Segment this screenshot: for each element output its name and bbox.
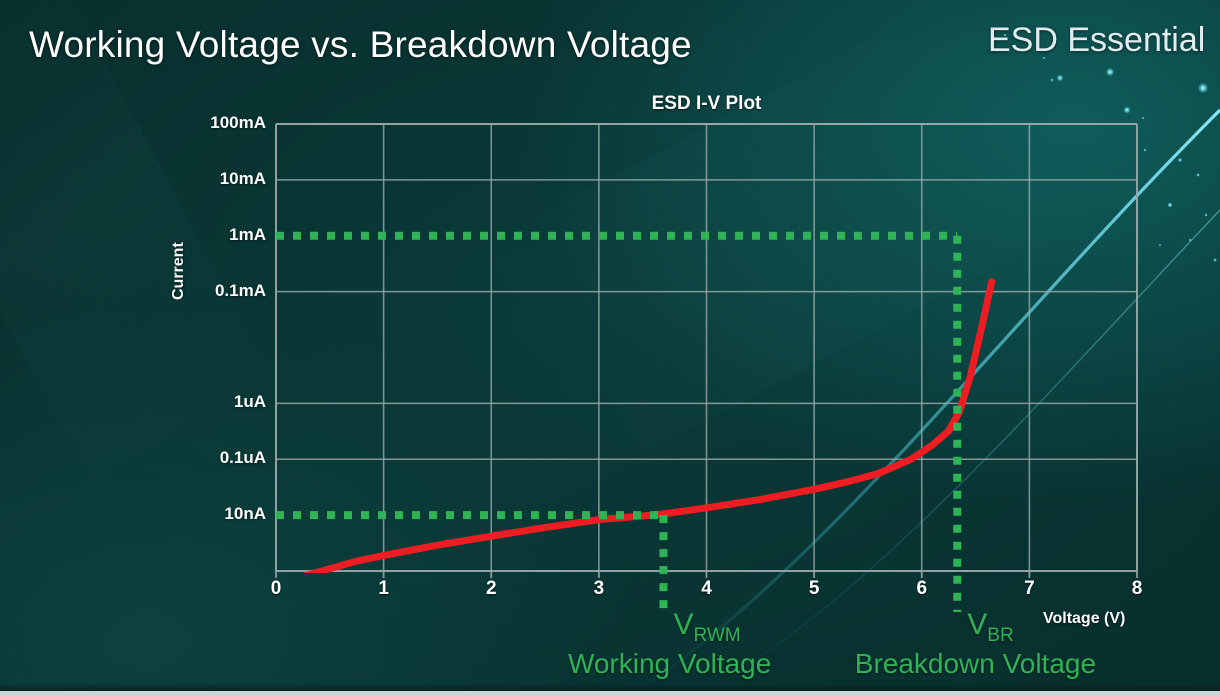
y-tick-label: 0.1uA (219, 448, 266, 468)
marker-symbol-VRWM: VRWM (673, 608, 740, 647)
x-tick-2: 2 (485, 578, 497, 599)
marker-symbol-subscript: RWM (693, 625, 741, 646)
y-tick-label: 0.1mA (214, 280, 266, 300)
x-tick-4: 4 (701, 578, 712, 599)
x-tick-3: 3 (593, 578, 605, 599)
marker-label-VRWM: Working Voltage (567, 648, 772, 679)
y-tick-label: 100mA (210, 113, 266, 132)
bottom-shade (0, 683, 1220, 691)
marker-symbol-letter: V (967, 608, 988, 641)
x-axis-label: Voltage (V) (1043, 610, 1126, 627)
marker-label-VBR: Breakdown Voltage (854, 648, 1097, 679)
y-tick-label: 10mA (219, 168, 266, 188)
brand-label: ESD Essential (988, 21, 1206, 59)
chart-title: ESD I-V Plot (651, 93, 762, 114)
x-tick-5: 5 (808, 578, 820, 599)
y-tick-label: 1mA (229, 224, 266, 244)
x-tick-7: 7 (1024, 578, 1035, 599)
x-tick-6: 6 (916, 578, 928, 599)
marker-symbol-letter: V (673, 608, 694, 641)
x-tick-1: 1 (378, 578, 389, 599)
marker-symbol-subscript: BR (987, 625, 1014, 646)
x-tick-8: 8 (1131, 578, 1143, 599)
bottom-bar (0, 691, 1220, 696)
marker-symbol-VBR: VBR (967, 608, 1013, 647)
x-tick-0: 0 (270, 578, 282, 599)
page-title: Working Voltage vs. Breakdown Voltage (29, 24, 692, 65)
y-tick-label: 10nA (224, 504, 266, 524)
y-tick-label: 1uA (233, 392, 266, 412)
